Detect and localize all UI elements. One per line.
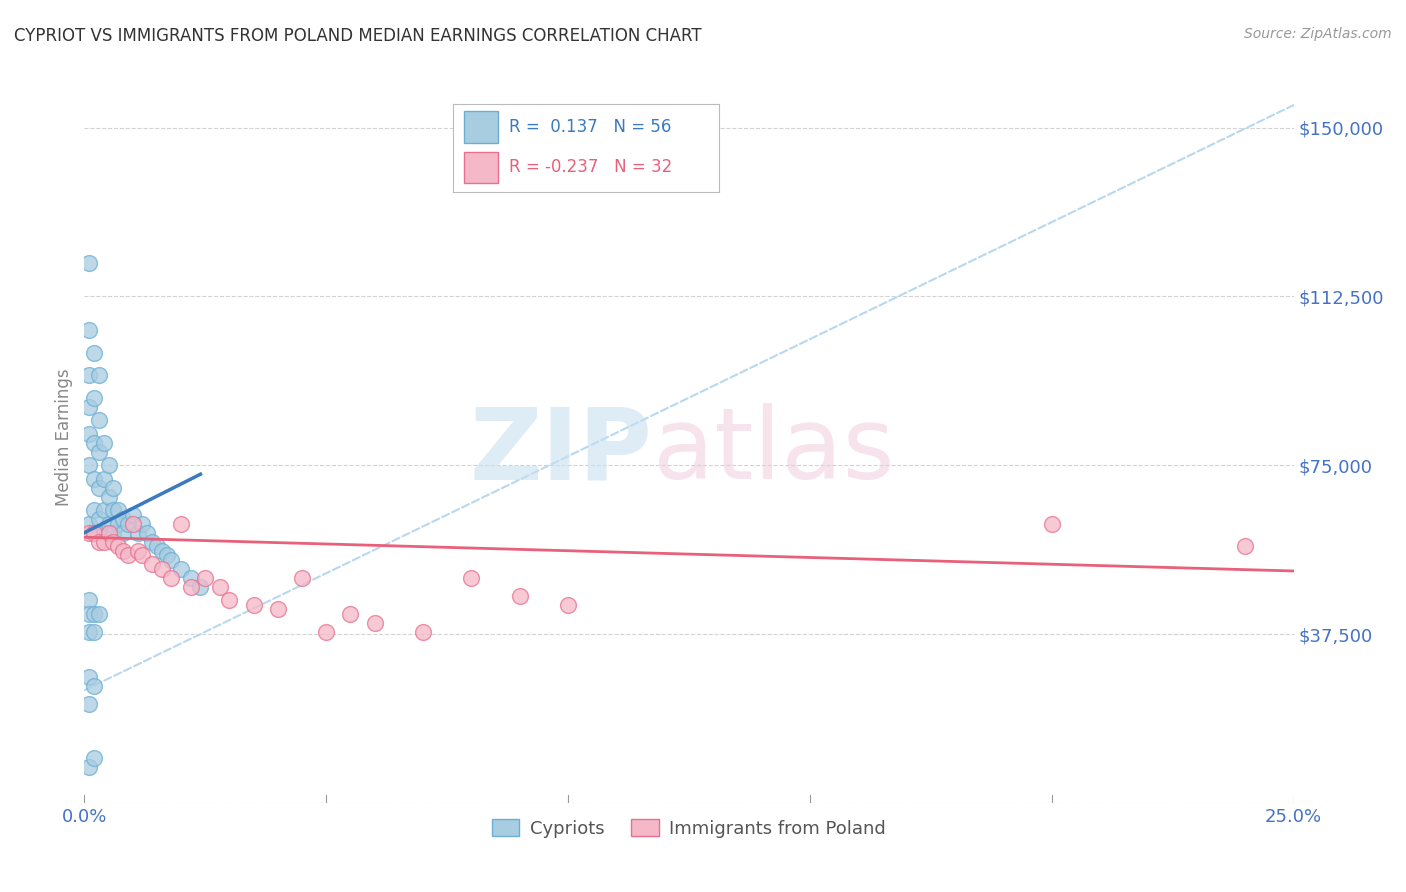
Point [242,598,264,612]
Point [93,534,115,549]
Point [77,400,100,414]
Point [1234,539,1257,553]
Point [77,458,100,473]
Text: CYPRIOT VS IMMIGRANTS FROM POLAND MEDIAN EARNINGS CORRELATION CHART: CYPRIOT VS IMMIGRANTS FROM POLAND MEDIAN… [14,27,702,45]
Point [87,444,110,458]
Point [460,571,482,585]
Point [291,571,314,585]
Point [77,697,100,711]
Point [83,472,105,486]
Point [107,503,129,517]
Point [77,670,100,684]
Point [77,516,100,531]
Text: ZIP: ZIP [470,403,652,500]
Point [83,624,105,639]
Point [267,602,290,616]
Point [103,525,125,540]
Point [150,543,173,558]
Point [180,571,202,585]
Point [77,760,100,774]
Point [77,368,100,383]
Point [170,516,193,531]
Point [150,562,173,576]
Point [160,571,183,585]
Point [83,345,105,359]
Point [103,481,125,495]
Point [87,368,110,383]
Point [208,580,231,594]
Point [93,525,115,540]
Point [87,512,110,526]
Point [103,534,125,549]
Point [170,562,193,576]
Point [155,548,177,562]
Point [87,481,110,495]
Point [160,553,183,567]
Point [557,598,579,612]
Text: Source: ZipAtlas.com: Source: ZipAtlas.com [1244,27,1392,41]
Point [509,589,531,603]
Point [218,593,240,607]
Point [136,525,159,540]
Point [363,615,385,630]
Point [97,525,120,540]
Point [97,490,120,504]
Point [141,558,163,572]
Point [87,534,110,549]
Point [97,458,120,473]
Point [1040,516,1063,531]
Point [131,516,153,531]
Point [77,525,100,540]
Point [83,503,105,517]
Point [83,679,105,693]
Point [141,534,163,549]
Point [83,525,105,540]
Point [194,571,217,585]
Point [112,512,135,526]
Point [77,255,100,269]
Point [112,525,135,540]
Point [315,624,337,639]
Point [77,323,100,337]
Point [112,543,135,558]
Point [77,426,100,441]
Legend: Cypriots, Immigrants from Poland: Cypriots, Immigrants from Poland [485,813,893,845]
Point [121,516,143,531]
Point [117,516,139,531]
Point [97,516,120,531]
Point [121,508,143,522]
Point [180,580,202,594]
Point [77,624,100,639]
Y-axis label: Median Earnings: Median Earnings [55,368,73,506]
Point [93,435,115,450]
Point [107,539,129,553]
Point [87,607,110,621]
Point [83,435,105,450]
Point [87,413,110,427]
Point [107,516,129,531]
Point [93,472,115,486]
Point [83,607,105,621]
Point [190,580,212,594]
Point [127,543,149,558]
Text: atlas: atlas [652,403,894,500]
Point [103,503,125,517]
Point [131,548,153,562]
Point [77,607,100,621]
Point [83,525,105,540]
Point [146,539,169,553]
Point [77,593,100,607]
Point [412,624,434,639]
Point [339,607,361,621]
Point [93,503,115,517]
Point [117,548,139,562]
Point [83,391,105,405]
Point [83,751,105,765]
Point [127,525,149,540]
